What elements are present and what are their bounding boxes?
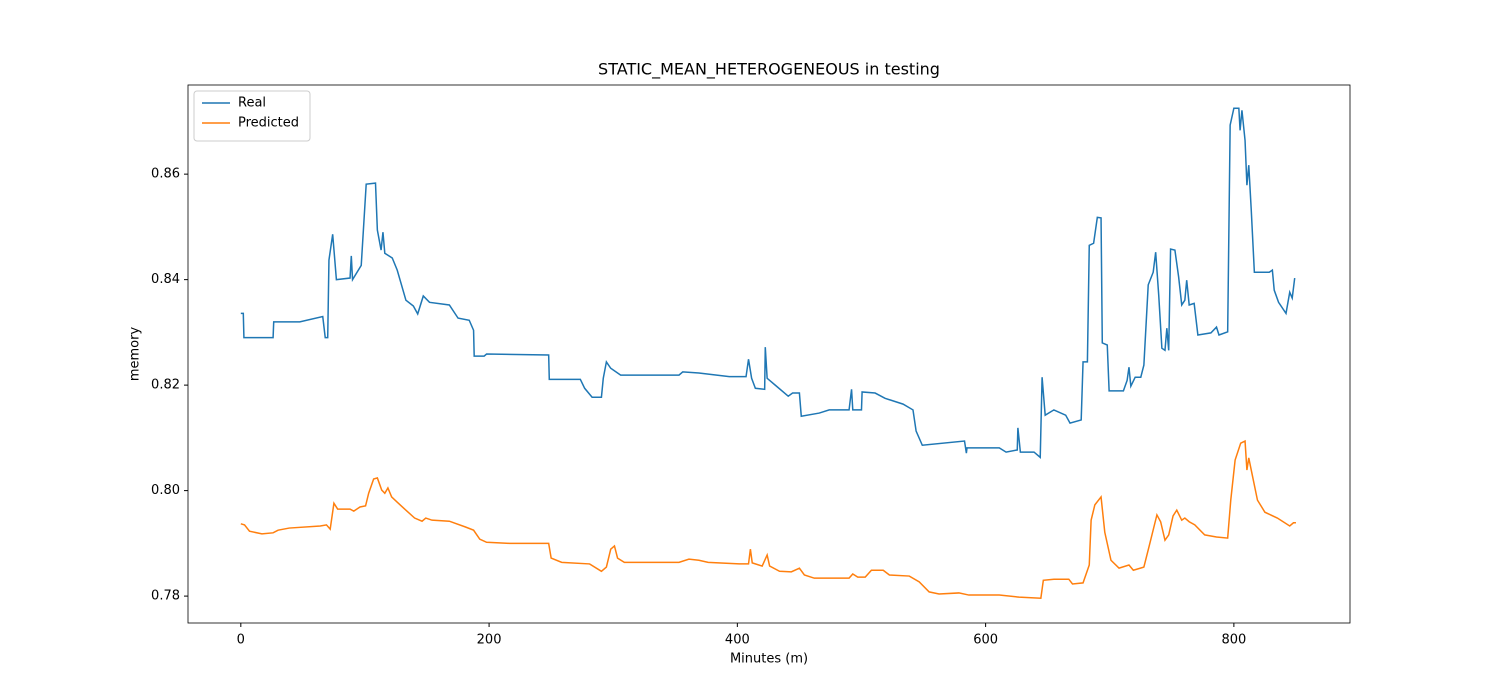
x-tick-label: 600 — [973, 633, 998, 648]
y-tick-label: 0.80 — [151, 483, 180, 498]
x-tick-label: 400 — [725, 633, 750, 648]
x-tick-label: 800 — [1221, 633, 1246, 648]
legend-label: Predicted — [238, 116, 299, 131]
series-line — [240, 107, 1296, 459]
y-tick-label: 0.78 — [151, 589, 180, 604]
series-line — [240, 439, 1296, 599]
y-axis-label: memory — [128, 327, 143, 382]
y-tick-label: 0.86 — [151, 167, 180, 182]
x-tick-label: 0 — [237, 633, 245, 648]
plot-frame — [187, 84, 1351, 624]
x-axis-label: Minutes (m) — [730, 652, 808, 667]
x-tick-label: 200 — [477, 633, 502, 648]
y-tick-label: 0.84 — [151, 272, 180, 287]
y-tick-label: 0.82 — [151, 378, 180, 393]
chart-title: STATIC_MEAN_HETEROGENEOUS in testing — [598, 60, 940, 80]
legend-label: Real — [238, 96, 266, 111]
